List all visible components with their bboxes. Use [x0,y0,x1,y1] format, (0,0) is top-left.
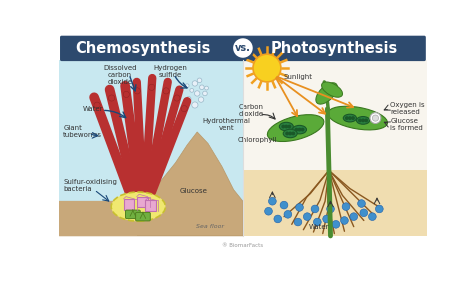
Circle shape [181,106,187,112]
Circle shape [357,200,365,207]
Circle shape [174,95,180,101]
Text: Hydrogen
sulfide: Hydrogen sulfide [153,65,187,78]
Ellipse shape [267,115,324,141]
FancyBboxPatch shape [60,36,426,61]
Text: Water: Water [309,224,329,230]
Circle shape [123,91,129,97]
Circle shape [205,86,209,90]
Circle shape [298,128,301,132]
Circle shape [194,91,200,96]
Circle shape [368,213,376,221]
Circle shape [232,37,254,59]
Circle shape [361,118,365,122]
FancyBboxPatch shape [136,212,150,221]
Ellipse shape [111,192,165,221]
Circle shape [284,125,288,128]
Circle shape [288,132,292,135]
Circle shape [313,218,321,226]
Text: Water: Water [82,106,103,112]
Circle shape [109,95,115,101]
Circle shape [284,210,292,218]
Circle shape [274,215,282,223]
Circle shape [192,102,198,108]
Circle shape [332,221,340,228]
Circle shape [303,213,311,221]
Circle shape [202,91,207,96]
Circle shape [94,102,100,108]
Circle shape [185,84,189,88]
Bar [59,60,243,236]
Circle shape [350,213,357,221]
FancyBboxPatch shape [137,197,147,207]
Circle shape [197,78,202,83]
Text: Carbon
dioxide: Carbon dioxide [239,104,264,117]
Circle shape [288,125,292,128]
Text: Glucose: Glucose [179,188,207,194]
Circle shape [163,88,169,94]
Circle shape [373,115,379,121]
Bar [243,60,427,236]
Circle shape [294,128,298,132]
Circle shape [370,113,381,123]
Circle shape [264,207,273,215]
Circle shape [358,118,362,122]
Text: ® BiomarFacts: ® BiomarFacts [222,243,264,248]
Circle shape [341,217,348,224]
Circle shape [200,85,204,90]
Ellipse shape [283,129,297,138]
Ellipse shape [356,116,370,124]
Circle shape [327,205,334,213]
Circle shape [311,205,319,213]
Circle shape [323,215,330,223]
Circle shape [285,132,289,135]
Text: Photosynthesis: Photosynthesis [271,40,398,56]
Circle shape [360,209,368,217]
Ellipse shape [321,82,343,97]
Bar [243,171,427,236]
Circle shape [375,205,383,213]
Text: Glucose
is formed: Glucose is formed [390,118,423,131]
Circle shape [253,54,281,82]
Text: Oxygen is
released: Oxygen is released [390,102,425,115]
Circle shape [186,97,191,101]
Circle shape [351,116,355,120]
Circle shape [345,116,349,120]
Ellipse shape [316,83,337,104]
Text: vs.: vs. [235,43,251,53]
Circle shape [292,132,295,135]
Circle shape [134,88,140,94]
FancyBboxPatch shape [126,210,140,219]
Text: Chlorophyll: Chlorophyll [237,137,277,143]
Text: Sunlight: Sunlight [284,74,313,80]
Text: Dissolved
carbon
dioxide: Dissolved carbon dioxide [103,65,137,85]
Ellipse shape [292,125,307,134]
Circle shape [301,128,304,132]
Text: Sea floor: Sea floor [196,224,224,229]
Bar [59,201,243,236]
Ellipse shape [279,122,293,131]
Ellipse shape [343,114,356,122]
Text: Hydrothermal
vent: Hydrothermal vent [203,118,251,131]
Circle shape [280,201,288,209]
Circle shape [268,197,276,205]
Polygon shape [59,132,243,236]
Circle shape [296,203,303,211]
Circle shape [294,218,302,226]
FancyBboxPatch shape [145,200,156,211]
Circle shape [198,97,204,102]
Text: Sulfur-oxidising
bacteria: Sulfur-oxidising bacteria [63,179,117,192]
Circle shape [148,84,155,91]
Text: Chemosynthesis: Chemosynthesis [75,40,210,56]
Bar [59,201,137,236]
Text: Giant
tubeworms: Giant tubeworms [63,125,102,139]
Ellipse shape [328,106,387,130]
Circle shape [342,203,350,210]
Circle shape [281,125,285,128]
Circle shape [192,81,198,86]
Circle shape [190,88,194,92]
FancyBboxPatch shape [124,199,135,210]
Circle shape [348,116,352,120]
Circle shape [364,118,368,122]
